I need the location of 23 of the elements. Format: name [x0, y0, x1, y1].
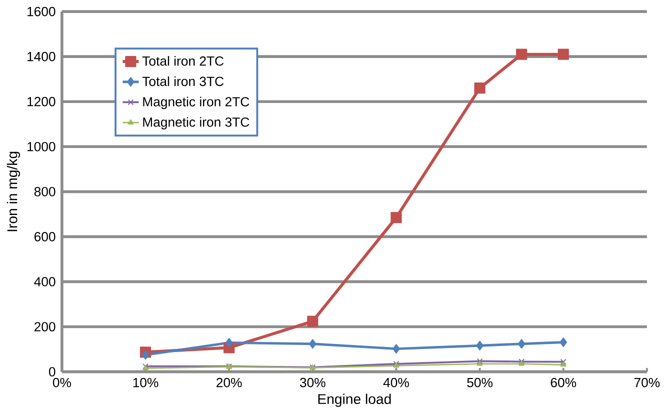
y-tick-label: 200 — [34, 322, 56, 332]
legend-label: Total iron 2TC — [142, 56, 224, 66]
y-tick-label: 1600 — [28, 7, 56, 16]
x-tick-label: 20% — [216, 378, 242, 388]
x-axis-title: Engine load — [318, 394, 391, 407]
x-tick-label: 70% — [634, 378, 660, 388]
y-tick-label: 600 — [34, 232, 56, 242]
y-tick-label: 1200 — [28, 97, 56, 106]
y-axis-title: Iron in mg/kg — [6, 152, 20, 232]
x-tick-label: 40% — [383, 378, 409, 388]
x-tick-label: 0% — [52, 378, 71, 388]
x-tick-label: 60% — [550, 378, 576, 388]
y-tick-label: 1400 — [28, 52, 56, 62]
x-tick-label: 50% — [467, 378, 492, 388]
x-tick-label: 10% — [133, 378, 158, 388]
x-tick-label: 30% — [300, 378, 326, 388]
y-tick-label: 0 — [48, 367, 56, 377]
legend-label: Total iron 3TC — [142, 76, 224, 86]
y-tick-label: 1000 — [28, 142, 56, 152]
legend-label: Magnetic iron 3TC — [143, 117, 250, 130]
y-tick-label: 800 — [34, 187, 56, 196]
y-tick-label: 400 — [34, 277, 56, 287]
legend-label: Magnetic iron 2TC — [143, 96, 250, 110]
